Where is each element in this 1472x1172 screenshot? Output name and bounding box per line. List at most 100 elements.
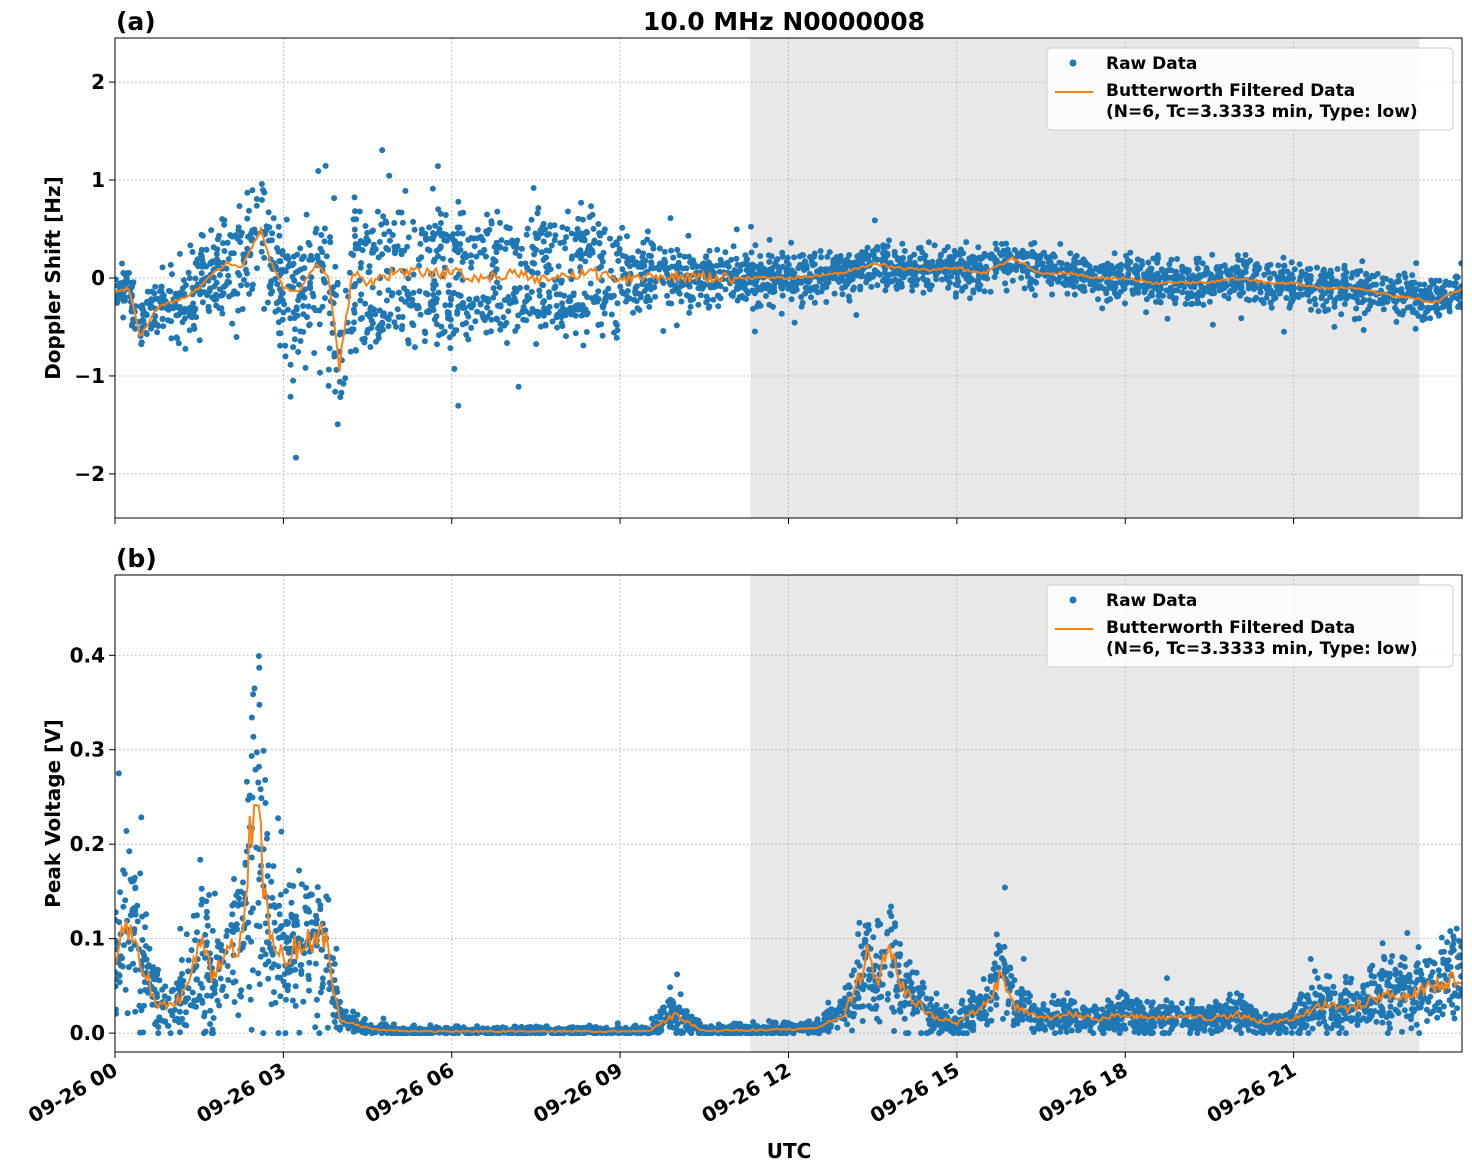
raw-data-point xyxy=(1041,249,1047,256)
raw-data-point xyxy=(206,288,213,295)
raw-data-point xyxy=(991,274,998,280)
raw-data-point xyxy=(584,294,591,300)
raw-data-point xyxy=(562,245,569,252)
raw-data-point xyxy=(595,265,602,272)
raw-data-point xyxy=(473,253,480,260)
raw-data-point xyxy=(646,303,653,310)
raw-data-point xyxy=(1209,321,1216,328)
raw-data-point xyxy=(1154,259,1161,266)
raw-data-point xyxy=(299,290,306,296)
raw-data-point xyxy=(738,262,745,269)
raw-data-point xyxy=(742,252,749,259)
raw-data-point xyxy=(857,283,864,290)
raw-data-point xyxy=(290,344,297,351)
raw-data-point xyxy=(874,282,881,289)
raw-data-point xyxy=(188,947,195,954)
raw-data-point xyxy=(1164,287,1171,294)
raw-data-point xyxy=(334,279,341,286)
raw-data-point xyxy=(520,304,527,311)
raw-data-point xyxy=(180,277,187,284)
raw-data-point xyxy=(557,291,564,298)
raw-data-point xyxy=(552,232,559,239)
raw-data-point xyxy=(564,307,571,314)
raw-data-point xyxy=(123,828,130,834)
raw-data-point xyxy=(584,246,591,253)
raw-data-point xyxy=(1029,253,1036,260)
raw-data-point xyxy=(768,253,775,260)
raw-data-point xyxy=(496,284,503,291)
raw-data-point xyxy=(774,263,781,269)
raw-data-point xyxy=(987,1006,994,1013)
raw-data-point xyxy=(225,272,232,279)
raw-data-point xyxy=(612,319,619,326)
raw-data-point xyxy=(368,228,375,235)
raw-data-point xyxy=(303,211,310,218)
raw-data-point xyxy=(1348,274,1355,281)
raw-data-point xyxy=(635,248,642,255)
raw-data-point xyxy=(613,334,620,341)
raw-data-point xyxy=(959,287,965,294)
raw-data-point xyxy=(1370,281,1377,288)
raw-data-point xyxy=(297,328,304,335)
raw-data-point xyxy=(1058,260,1065,267)
raw-data-point xyxy=(169,304,176,311)
raw-data-point xyxy=(447,257,454,264)
raw-data-point xyxy=(531,251,538,258)
raw-data-point xyxy=(334,421,341,428)
raw-data-point xyxy=(1198,284,1205,291)
raw-data-point xyxy=(243,778,250,785)
raw-data-point xyxy=(546,231,553,238)
raw-data-point xyxy=(176,250,183,257)
raw-data-point xyxy=(445,289,452,296)
raw-data-point xyxy=(459,321,466,328)
raw-data-point xyxy=(357,297,364,304)
raw-data-point xyxy=(510,297,517,304)
raw-data-point xyxy=(1199,271,1206,278)
raw-data-point xyxy=(1424,962,1431,969)
raw-data-point xyxy=(570,290,577,297)
raw-data-point xyxy=(282,353,289,360)
raw-data-point xyxy=(325,382,332,389)
raw-data-point xyxy=(951,253,957,260)
raw-data-point xyxy=(990,965,997,972)
raw-data-point xyxy=(1089,287,1096,294)
raw-data-point xyxy=(728,256,735,263)
raw-data-point xyxy=(502,246,509,252)
raw-data-point xyxy=(970,287,977,294)
raw-data-point xyxy=(778,310,785,317)
raw-data-point xyxy=(1232,268,1239,274)
raw-data-point xyxy=(788,285,795,292)
raw-data-point xyxy=(879,277,886,284)
raw-data-point xyxy=(1361,310,1368,317)
raw-data-point xyxy=(882,287,889,294)
raw-data-point xyxy=(1178,1000,1185,1007)
y-tick-label: 0 xyxy=(91,266,105,290)
raw-data-point xyxy=(235,227,242,234)
raw-data-point xyxy=(634,305,641,312)
raw-data-point xyxy=(1308,306,1314,313)
raw-data-point xyxy=(1086,263,1093,270)
raw-data-point xyxy=(303,893,309,900)
raw-data-point xyxy=(1251,296,1258,303)
raw-data-point xyxy=(511,243,517,250)
raw-data-point xyxy=(572,330,579,337)
raw-data-point xyxy=(907,254,914,261)
raw-data-point xyxy=(132,325,139,332)
raw-data-point xyxy=(1424,1018,1431,1024)
raw-data-point xyxy=(401,285,408,292)
raw-data-point xyxy=(405,234,412,241)
raw-data-point xyxy=(277,993,284,1000)
raw-data-point xyxy=(245,233,252,240)
raw-data-point xyxy=(826,249,833,256)
raw-data-point xyxy=(366,263,373,270)
raw-data-point xyxy=(206,308,213,315)
raw-data-point xyxy=(1071,256,1078,263)
raw-data-point xyxy=(276,232,283,239)
raw-data-point xyxy=(271,989,277,996)
raw-data-point xyxy=(957,251,963,258)
raw-data-point xyxy=(751,290,758,297)
raw-data-point xyxy=(182,345,189,352)
raw-data-point xyxy=(695,301,702,308)
raw-data-point xyxy=(253,749,260,756)
raw-data-point xyxy=(853,272,860,279)
